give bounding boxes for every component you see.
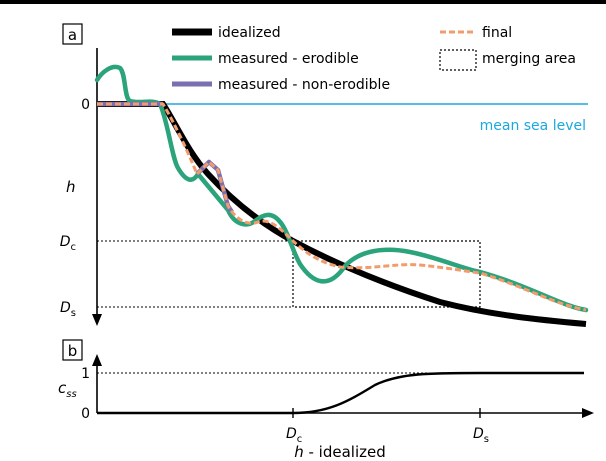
- y-axis-a-arrow: [92, 314, 102, 326]
- panel-b: b 1 0 css Dc Ds h - idealized: [58, 339, 594, 461]
- x-axis-label: h - idealized: [294, 443, 386, 461]
- ds-label-a: Ds: [60, 300, 76, 319]
- y-tick-zero-b: 0: [81, 406, 90, 422]
- y-tick-one-b: 1: [81, 366, 90, 382]
- y-tick-zero-a: 0: [81, 97, 90, 113]
- dc-label-a: Dc: [60, 234, 76, 253]
- ds-label-b: Ds: [473, 426, 489, 445]
- final-curve: [97, 102, 587, 312]
- panel-a-tag: a: [68, 26, 77, 44]
- dc-label-b: Dc: [286, 426, 302, 445]
- legend-final-label: final: [482, 25, 512, 41]
- legend: idealized measured - erodible measured -…: [172, 25, 576, 93]
- legend-erodible-label: measured - erodible: [218, 51, 359, 67]
- panel-b-tag: b: [68, 342, 78, 360]
- css-curve: [97, 371, 584, 415]
- legend-merging-label: merging area: [482, 51, 576, 67]
- panel-a: a mean sea level 0 h Dc Ds idealized: [60, 23, 589, 327]
- y-label-h: h: [66, 178, 76, 196]
- panel-b-tag-box: [62, 339, 83, 361]
- mean-sea-level-label: mean sea level: [480, 118, 586, 134]
- y-axis-b-arrow: [92, 354, 102, 366]
- legend-non-erodible-label: measured - non-erodible: [218, 77, 390, 93]
- x-axis-b-arrow: [582, 408, 594, 418]
- idealized-curve: [97, 101, 587, 327]
- panel-a-tag-box: [62, 23, 83, 45]
- css-label: css: [58, 379, 77, 400]
- legend-merging-swatch: [439, 49, 477, 71]
- legend-idealized-label: idealized: [218, 25, 281, 41]
- top-border: [0, 0, 606, 4]
